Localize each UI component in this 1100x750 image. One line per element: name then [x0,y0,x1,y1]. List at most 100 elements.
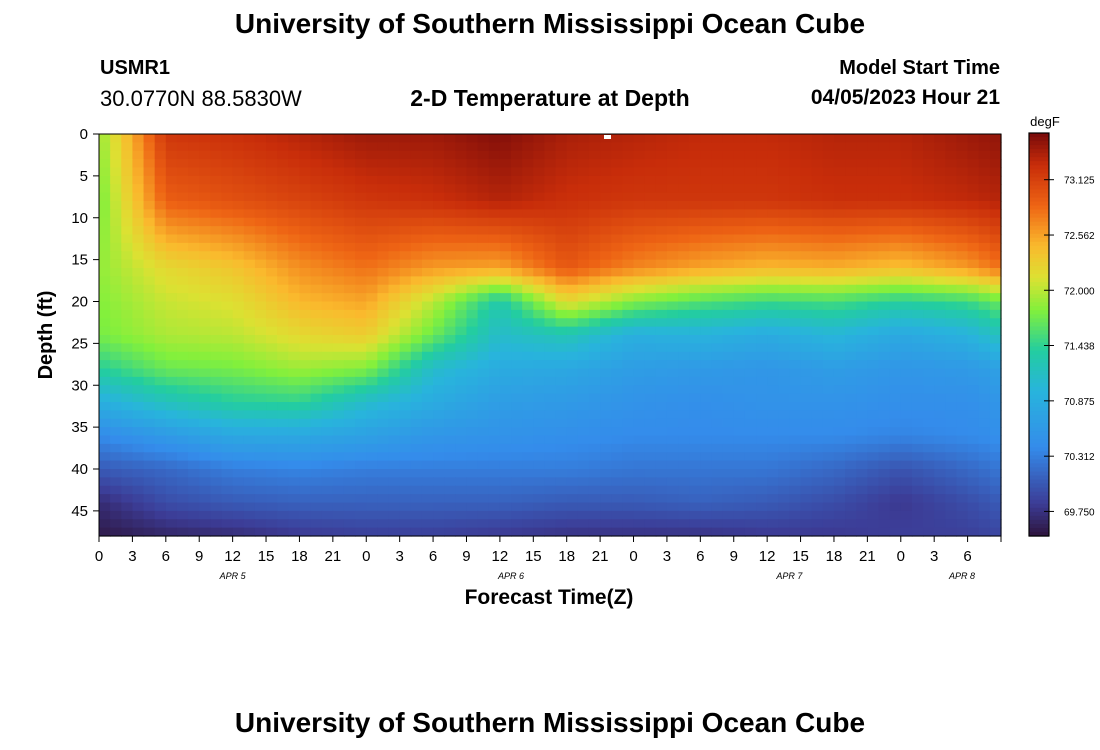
heatmap-cell [466,477,479,487]
heatmap-cell [711,385,724,395]
heatmap-cell [522,485,534,495]
heatmap-cell [522,242,534,252]
heatmap-cell [533,351,546,361]
heatmap-cell [756,251,768,261]
heatmap-cell [711,318,724,328]
heatmap-cell [321,443,334,453]
heatmap-cell [856,410,868,420]
heatmap-cell [121,343,134,353]
heatmap-cell [555,402,568,411]
heatmap-cell [99,326,111,336]
x-tick-label: 0 [95,548,103,565]
heatmap-cell [900,335,913,344]
heatmap-cell [110,343,122,353]
heatmap-cell [778,217,791,227]
heatmap-cell [254,159,267,169]
heatmap-cell [822,402,835,411]
heatmap-cell [110,175,122,185]
heatmap-cell [756,309,768,319]
heatmap-cell [600,251,612,261]
heatmap-cell [744,234,757,244]
heatmap-cell [522,435,534,445]
heatmap-cell [566,276,579,286]
heatmap-cell [633,519,646,529]
heatmap-cell [856,351,868,361]
heatmap-cell [154,485,167,495]
heatmap-cell [611,510,623,520]
heatmap-cell [210,443,223,453]
heatmap-cell [388,251,401,261]
heatmap-cell [421,335,434,344]
heatmap-cell [700,192,713,202]
heatmap-cell [110,502,122,512]
heatmap-cell [511,175,523,185]
colorbar-strip [1029,507,1049,513]
heatmap-cell [900,443,913,453]
heatmap-cell [210,175,223,185]
heatmap-cell [366,201,378,210]
heatmap-cell [121,368,134,378]
heatmap-cell [366,301,378,311]
heatmap-cell [210,435,223,445]
heatmap-cell [744,510,757,520]
heatmap-cell [945,293,958,303]
heatmap-cell [622,393,635,403]
heatmap-cell [221,268,234,277]
heatmap-cell [577,150,590,160]
y-tick-label: 25 [71,335,88,352]
heatmap-cell [722,142,735,152]
heatmap-cell [343,351,356,361]
heatmap-cell [421,192,434,202]
heatmap-cell [143,134,156,143]
heatmap-cell [577,201,590,210]
heatmap-cell [299,385,312,395]
heatmap-cell [911,427,924,437]
colorbar-strip [1029,286,1049,291]
heatmap-cell [945,150,958,160]
model-start-label: Model Start Time [839,57,1000,79]
heatmap-cell [700,335,713,344]
heatmap-cell [722,502,735,512]
heatmap-cell [689,301,701,311]
heatmap-cell [555,259,568,269]
heatmap-cell [945,485,958,495]
heatmap-cell [254,343,267,353]
heatmap-cell [221,443,234,453]
heatmap-cell [767,234,779,244]
heatmap-cell [444,435,456,445]
heatmap-cell [399,326,412,336]
heatmap-cell [143,251,156,261]
heatmap-cell [756,318,768,328]
heatmap-cell [533,251,546,261]
colorbar-strip [1029,225,1049,231]
heatmap-cell [511,519,523,529]
heatmap-cell [989,142,1002,152]
colorbar-strip [1029,435,1049,440]
heatmap-cell [544,142,557,152]
heatmap-cell [99,335,111,344]
heatmap-cell [822,494,835,504]
heatmap-cell [433,443,445,453]
heatmap-cell [343,175,356,185]
heatmap-cell [466,469,479,478]
heatmap-cell [833,167,846,177]
heatmap-cell [756,226,768,236]
heatmap-cell [600,192,612,202]
heatmap-cell [633,175,646,185]
heatmap-cell [511,251,523,261]
heatmap-cell [499,268,512,277]
heatmap-cell [243,284,256,294]
heatmap-cell [756,427,768,437]
heatmap-cell [700,276,713,286]
y-tick-label: 20 [71,294,88,311]
heatmap-cell [700,150,713,160]
heatmap-cell [210,251,223,261]
heatmap-cell [555,410,568,420]
heatmap-cell [232,142,245,152]
heatmap-cell [611,293,623,303]
heatmap-cell [744,410,757,420]
heatmap-cell [566,226,579,236]
heatmap-cell [889,402,902,411]
heatmap-cell [767,443,779,453]
heatmap-cell [923,494,935,504]
